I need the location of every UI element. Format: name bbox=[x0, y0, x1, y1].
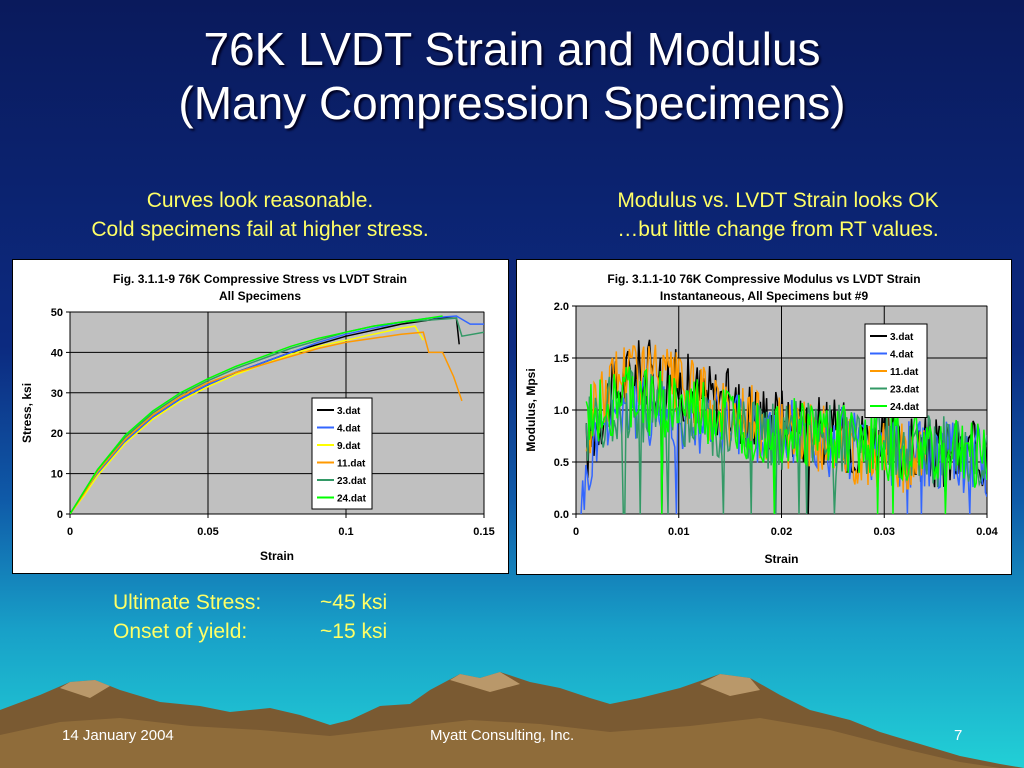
footer-company: Myatt Consulting, Inc. bbox=[430, 727, 575, 744]
legend-label: 3.dat bbox=[890, 332, 914, 343]
summary-block: Ultimate Stress: ~45 ksi Onset of yield:… bbox=[113, 588, 387, 646]
chart-subtitle: Instantaneous, All Specimens but #9 bbox=[660, 289, 869, 303]
y-tick-label: 0.5 bbox=[554, 457, 569, 469]
slide-title: 76K LVDT Strain and Modulus (Many Compre… bbox=[0, 22, 1024, 130]
x-tick-label: 0.05 bbox=[197, 526, 218, 538]
y-tick-label: 10 bbox=[51, 469, 63, 481]
legend-label: 11.dat bbox=[337, 459, 366, 470]
chart-title: Fig. 3.1.1-10 76K Compressive Modulus vs… bbox=[607, 272, 920, 286]
y-tick-label: 30 bbox=[51, 388, 63, 400]
y-tick-label: 1.0 bbox=[554, 405, 569, 417]
summary-value: ~45 ksi bbox=[320, 591, 388, 614]
chart-subtitle: All Specimens bbox=[219, 289, 301, 303]
y-axis-label: Stress, ksi bbox=[20, 383, 34, 443]
y-axis-label: Modulus, Mpsi bbox=[524, 368, 538, 451]
legend-label: 4.dat bbox=[890, 350, 914, 361]
summary-label: Onset of yield: bbox=[113, 620, 248, 643]
legend-label: 24.dat bbox=[337, 494, 367, 505]
x-tick-label: 0.04 bbox=[976, 526, 998, 538]
x-tick-label: 0.03 bbox=[874, 526, 895, 538]
x-tick-label: 0.15 bbox=[473, 526, 494, 538]
series-line-23-dat bbox=[70, 317, 484, 514]
footer-page-number: 7 bbox=[954, 727, 963, 744]
legend-label: 3.dat bbox=[337, 406, 361, 417]
mountain-landscape-illustration bbox=[0, 672, 1024, 768]
series-line-9-dat bbox=[70, 325, 424, 514]
y-tick-label: 0.0 bbox=[554, 509, 569, 521]
summary-row-ultimate-stress: Ultimate Stress: ~45 ksi bbox=[113, 588, 387, 617]
mountain-highlight bbox=[60, 680, 110, 698]
modulus-strain-chart-svg: Fig. 3.1.1-10 76K Compressive Modulus vs… bbox=[524, 272, 999, 566]
x-tick-label: 0.1 bbox=[338, 526, 353, 538]
x-tick-label: 0.01 bbox=[668, 526, 689, 538]
modulus-strain-chart: Fig. 3.1.1-10 76K Compressive Modulus vs… bbox=[516, 259, 1012, 575]
legend-label: 24.dat bbox=[890, 402, 920, 413]
x-tick-label: 0.02 bbox=[771, 526, 792, 538]
y-tick-label: 20 bbox=[51, 428, 63, 440]
plot-area bbox=[69, 311, 485, 515]
x-axis-label: Strain bbox=[260, 549, 294, 563]
series-line-24-dat bbox=[70, 315, 443, 514]
x-tick-label: 0 bbox=[67, 526, 73, 538]
y-tick-label: 1.5 bbox=[554, 353, 569, 365]
chart-title: Fig. 3.1.1-9 76K Compressive Stress vs L… bbox=[113, 272, 407, 286]
legend-box bbox=[311, 397, 373, 510]
y-tick-label: 2.0 bbox=[554, 301, 569, 313]
stress-strain-chart-svg: Fig. 3.1.1-9 76K Compressive Stress vs L… bbox=[20, 272, 495, 563]
x-tick-label: 0 bbox=[573, 526, 579, 538]
y-tick-label: 0 bbox=[57, 509, 63, 521]
slide-title-line2: (Many Compression Specimens) bbox=[178, 77, 846, 129]
series-line-11-dat bbox=[70, 331, 463, 514]
right-caption: Modulus vs. LVDT Strain looks OK …but li… bbox=[550, 186, 1006, 244]
legend-label: 4.dat bbox=[337, 424, 361, 435]
left-caption-line2: Cold specimens fail at higher stress. bbox=[91, 218, 429, 241]
left-caption-line1: Curves look reasonable. bbox=[146, 189, 374, 212]
slide-title-line1: 76K LVDT Strain and Modulus bbox=[203, 23, 821, 75]
x-axis-label: Strain bbox=[764, 552, 798, 566]
stress-strain-chart: Fig. 3.1.1-9 76K Compressive Stress vs L… bbox=[12, 259, 509, 574]
summary-value: ~15 ksi bbox=[320, 620, 388, 643]
legend-label: 23.dat bbox=[890, 385, 920, 396]
mountain-highlight bbox=[700, 674, 760, 696]
mountain-foothills bbox=[0, 718, 1000, 768]
series-line-24-dat bbox=[585, 366, 987, 514]
footer-date: 14 January 2004 bbox=[62, 727, 174, 744]
legend-label: 23.dat bbox=[337, 476, 367, 487]
right-caption-line1: Modulus vs. LVDT Strain looks OK bbox=[617, 189, 939, 212]
legend-label: 11.dat bbox=[890, 367, 919, 378]
mountain-highlight bbox=[450, 672, 520, 692]
left-caption: Curves look reasonable. Cold specimens f… bbox=[30, 186, 490, 244]
legend-label: 9.dat bbox=[337, 441, 361, 452]
y-tick-label: 50 bbox=[51, 307, 63, 319]
y-tick-label: 40 bbox=[51, 347, 63, 359]
right-caption-line2: …but little change from RT values. bbox=[617, 218, 939, 241]
summary-label: Ultimate Stress: bbox=[113, 591, 262, 614]
summary-row-onset-of-yield: Onset of yield: ~15 ksi bbox=[113, 617, 387, 646]
